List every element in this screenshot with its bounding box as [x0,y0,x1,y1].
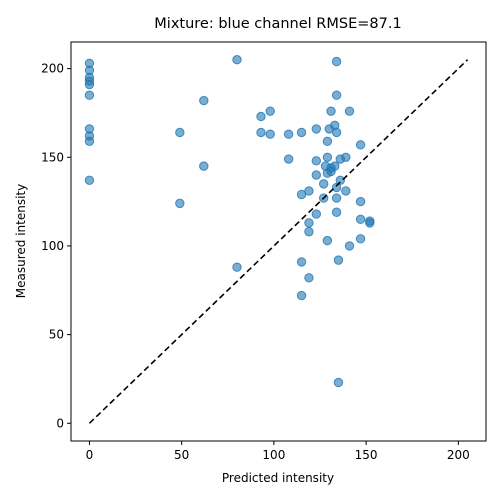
data-point [304,227,314,237]
y-tick-label: 100 [41,239,64,253]
data-point [256,111,266,122]
data-point [296,257,307,267]
data-point [365,218,375,228]
data-point [333,255,344,265]
data-point [304,186,314,196]
x-tick-label: 200 [447,448,470,462]
data-point [283,129,294,139]
data-point [331,207,342,217]
data-point [84,136,95,147]
data-point [84,175,95,186]
data-point [256,127,266,138]
data-point [331,193,342,203]
data-point [199,95,209,106]
data-point [175,198,185,209]
x-tick-label: 100 [262,448,285,462]
data-point [296,127,307,138]
data-point [84,79,95,90]
data-point [232,55,242,65]
data-point [322,235,333,246]
data-point [335,175,345,186]
data-point [296,189,307,200]
data-points [84,55,375,388]
data-point [304,218,314,228]
identity-reference-line [88,59,469,424]
data-point [330,161,340,171]
data-point [84,90,95,100]
data-point [311,124,322,134]
data-point [265,106,275,116]
data-point [311,209,322,219]
data-point [304,273,314,283]
data-point [331,90,342,100]
x-tick-label: 50 [174,448,189,462]
y-tick-label: 0 [56,416,64,430]
data-point [199,161,209,171]
data-point [318,179,329,189]
data-point [355,214,366,225]
data-point [344,106,355,116]
x-tick-label: 150 [355,448,378,462]
data-point [355,234,366,244]
data-point [344,241,355,251]
data-point [322,152,333,162]
data-point [311,156,322,166]
data-point [175,127,185,138]
data-point [326,106,336,116]
data-point [232,262,242,272]
data-point [355,140,366,150]
axis-ticks: 0 50 100 150 200 0 50 100 150 200 [41,62,470,462]
y-axis-label: Measured intensity [14,184,28,298]
data-point [283,154,294,164]
data-point [341,186,351,196]
data-point [355,196,366,207]
data-point [322,136,333,147]
y-tick-label: 150 [41,150,64,164]
data-point [311,170,322,180]
data-point [265,129,275,139]
data-point [333,377,344,388]
x-axis-label: Predicted intensity [222,471,334,485]
data-point [331,127,342,138]
y-tick-label: 200 [41,62,64,76]
data-point [296,290,307,301]
plot-area-frame [70,41,487,442]
data-point [331,56,342,67]
chart-title: Mixture: blue channel RMSE=87.1 [154,16,401,32]
x-tick-label: 0 [86,448,94,462]
y-tick-label: 50 [49,328,64,342]
data-point [341,152,351,162]
